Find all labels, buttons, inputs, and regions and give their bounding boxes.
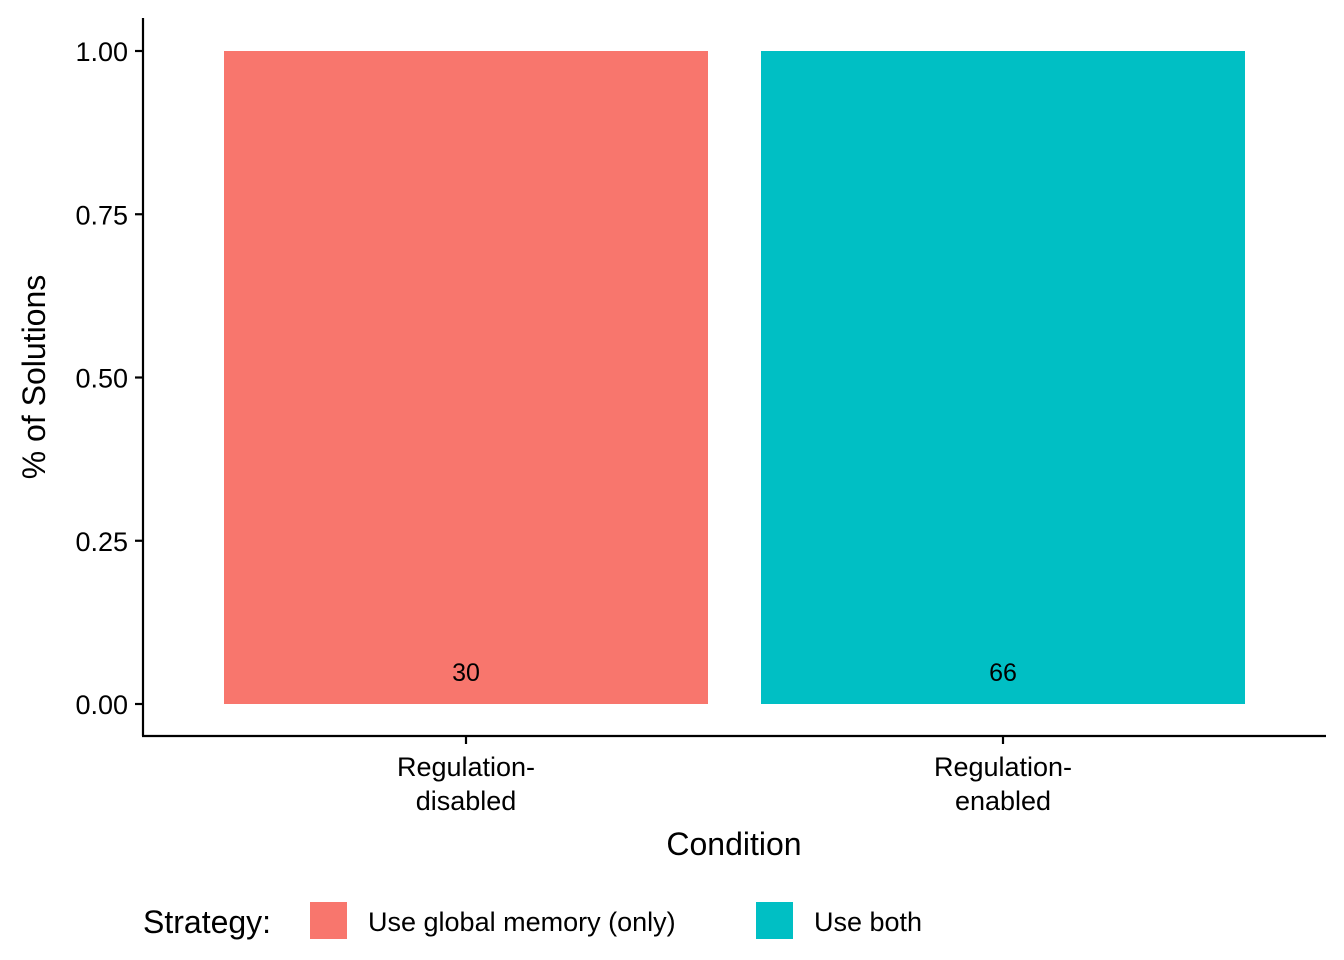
bar-2 — [761, 51, 1245, 704]
legend-label-1: Use global memory (only) — [368, 907, 676, 937]
legend-label-2: Use both — [814, 907, 922, 937]
bar-data-label: 30 — [452, 659, 480, 687]
y-tick-label: 1.00 — [75, 37, 128, 67]
y-tick-label: 0.50 — [75, 364, 128, 394]
y-axis-title: % of Solutions — [16, 275, 52, 480]
x-axis-title: Condition — [666, 826, 801, 862]
y-tick-label: 0.75 — [75, 200, 128, 230]
legend: Strategy: Use global memory (only) Use bo… — [143, 902, 922, 940]
y-tick-label: 0.25 — [75, 527, 128, 557]
x-tick-label: Regulation- — [934, 752, 1072, 782]
bars — [224, 51, 1245, 704]
bar-data-label: 66 — [989, 659, 1017, 687]
legend-key-1 — [310, 902, 347, 939]
y-axis-ticks: 0.00 0.25 0.50 0.75 1.00 — [75, 37, 143, 720]
x-tick-label: enabled — [955, 786, 1051, 816]
y-tick-label: 0.00 — [75, 690, 128, 720]
legend-key-2 — [756, 902, 793, 939]
x-tick-label: disabled — [416, 786, 517, 816]
x-axis-ticks: Regulation-disabled Regulation-enabled — [397, 736, 1072, 816]
data-labels: 30 66 — [452, 659, 1017, 687]
bar-1 — [224, 51, 708, 704]
legend-title: Strategy: — [143, 904, 271, 940]
x-tick-label: Regulation- — [397, 752, 535, 782]
